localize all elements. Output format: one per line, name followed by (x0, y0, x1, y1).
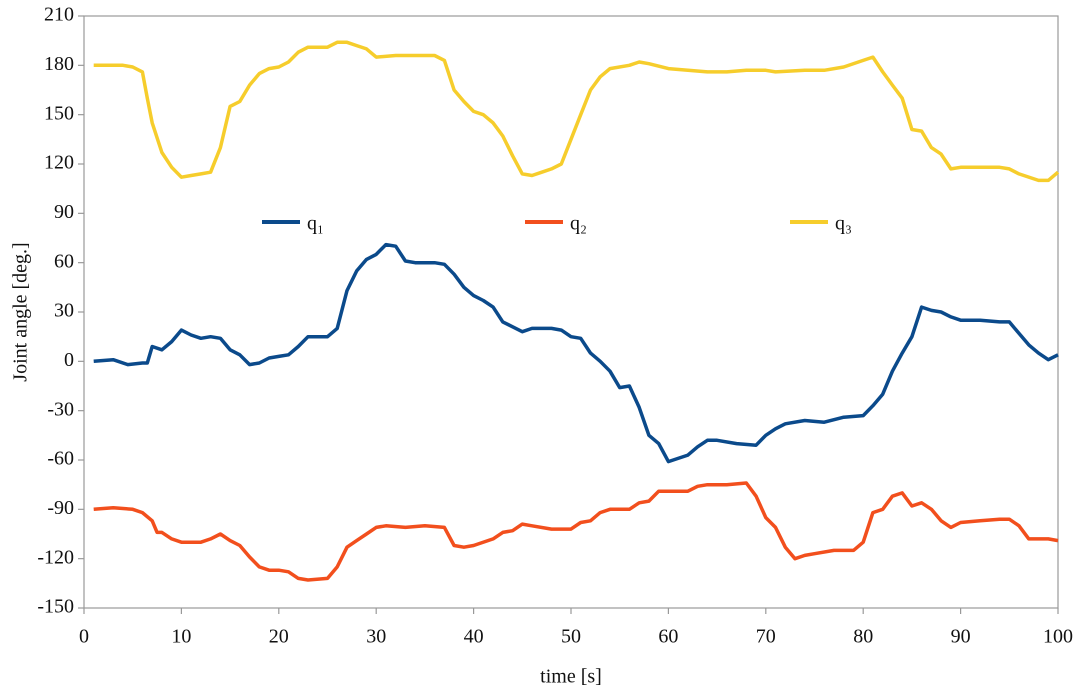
y-tick-label: 60 (54, 250, 74, 272)
x-tick-label: 50 (561, 626, 581, 648)
y-tick-label: -60 (47, 448, 74, 470)
x-tick-label: 0 (79, 626, 89, 648)
y-tick-label: 120 (44, 152, 74, 174)
x-tick-label: 70 (756, 626, 776, 648)
legend-label: q₂ (570, 213, 587, 235)
x-tick-label: 80 (853, 626, 873, 648)
x-tick-label: 100 (1043, 626, 1073, 648)
legend-label: q₁ (307, 213, 324, 235)
y-tick-label: 210 (44, 4, 74, 26)
y-tick-label: 0 (64, 349, 74, 371)
x-tick-label: 60 (658, 626, 678, 648)
x-tick-label: 30 (366, 626, 386, 648)
y-tick-label: 30 (54, 300, 74, 322)
y-tick-label: -90 (47, 497, 74, 519)
series-line (93, 40, 1060, 183)
x-tick-label: 40 (464, 626, 484, 648)
y-tick-label: 180 (44, 53, 74, 75)
y-tick-label: -120 (37, 546, 74, 568)
legend-label: q₃ (835, 213, 852, 235)
x-tick-label: 10 (171, 626, 191, 648)
y-tick-label: -150 (37, 596, 74, 618)
y-tick-label: -30 (47, 398, 74, 420)
y-axis-label: Joint angle [deg.] (10, 242, 32, 381)
x-tick-label: 20 (269, 626, 289, 648)
series-line (93, 481, 1059, 582)
y-tick-label: 90 (54, 201, 74, 223)
series-line (93, 242, 1059, 464)
x-tick-label: 90 (951, 626, 971, 648)
x-axis-label: time [s] (540, 666, 602, 688)
y-tick-label: 150 (44, 102, 74, 124)
